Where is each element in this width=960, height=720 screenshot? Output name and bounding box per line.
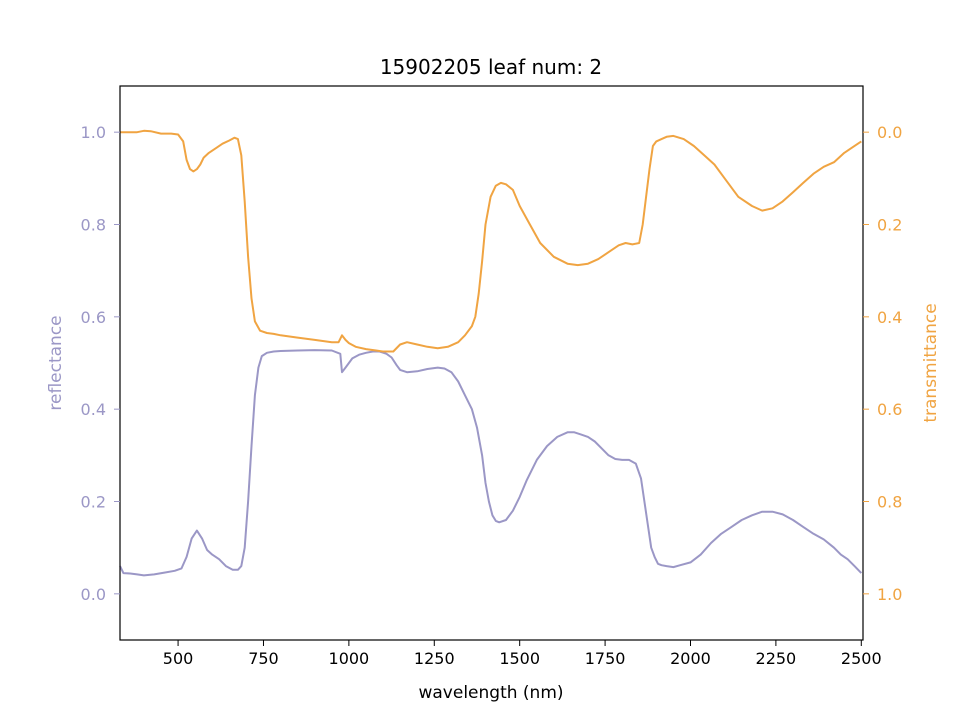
reflectance-series-line	[119, 349, 863, 577]
right-y-tick-label: 0.6	[877, 400, 902, 419]
x-tick-label: 2250	[756, 649, 797, 668]
left-y-tick-label: 0.2	[81, 493, 106, 512]
left-y-axis: 0.0 0.2 0.4 0.6 0.8 1.0	[81, 123, 120, 604]
plot-frame	[119, 85, 864, 641]
left-y-axis-label: reflectance	[46, 315, 66, 410]
x-tick-label: 500	[163, 649, 194, 668]
right-y-tick-label: 0.0	[877, 123, 902, 142]
x-tick-label: 1750	[585, 649, 626, 668]
x-axis-label: wavelength (nm)	[418, 683, 563, 703]
right-y-axis-label: transmittance	[921, 303, 941, 422]
transmittance-series-line	[120, 129, 862, 353]
chart-title: 15902205 leaf num: 2	[380, 55, 602, 79]
x-axis: 500 750 1000 1250 1500 1750 2000 2250 2500	[163, 640, 882, 668]
right-y-tick-label: 0.4	[877, 308, 902, 327]
x-tick-label: 2000	[670, 649, 711, 668]
left-y-tick-label: 0.6	[81, 308, 106, 327]
right-y-tick-label: 0.2	[877, 216, 902, 235]
x-tick-label: 750	[248, 649, 279, 668]
x-tick-label: 1250	[414, 649, 455, 668]
left-y-tick-label: 0.0	[81, 585, 106, 604]
x-tick-label: 2500	[841, 649, 882, 668]
left-y-tick-label: 0.4	[81, 400, 106, 419]
right-y-axis: 0.0 0.2 0.4 0.6 0.8 1.0	[863, 123, 902, 604]
plot-area	[119, 129, 863, 577]
x-tick-label: 1500	[499, 649, 540, 668]
left-y-tick-label: 0.8	[81, 216, 106, 235]
right-y-tick-label: 1.0	[877, 585, 902, 604]
left-y-tick-label: 1.0	[81, 123, 106, 142]
right-y-tick-label: 0.8	[877, 493, 902, 512]
x-tick-label: 1000	[329, 649, 370, 668]
